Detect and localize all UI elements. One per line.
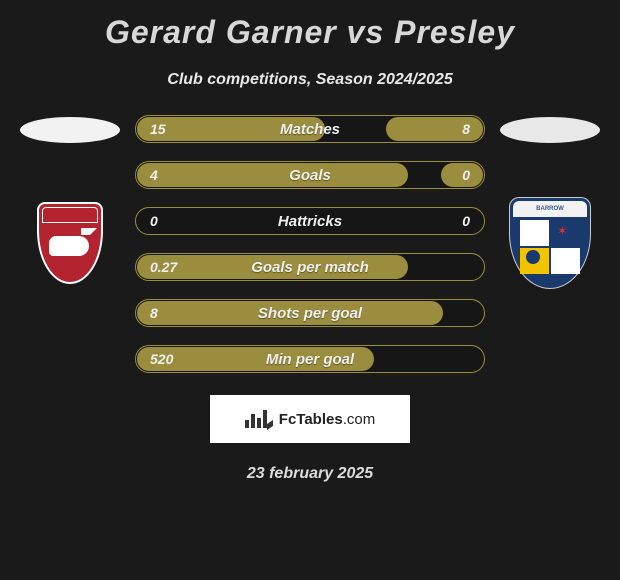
barrow-shield-icon: BARROW ✶ — [509, 197, 591, 289]
stat-label: Matches — [136, 116, 484, 142]
stat-row: Min per goal520 — [135, 345, 485, 373]
footer-brand-box[interactable]: FcTables.com — [210, 395, 410, 443]
stat-label: Min per goal — [136, 346, 484, 372]
stat-value-left: 0 — [150, 208, 158, 234]
left-player-photo-placeholder — [20, 117, 120, 143]
stat-label: Shots per goal — [136, 300, 484, 326]
comparison-layout: Matches158Goals40Hattricks00Goals per ma… — [15, 115, 605, 373]
stat-label: Goals per match — [136, 254, 484, 280]
morecambe-shield-icon — [37, 202, 103, 284]
stat-value-left: 0.27 — [150, 254, 177, 280]
stat-row: Goals per match0.27 — [135, 253, 485, 281]
stat-value-left: 4 — [150, 162, 158, 188]
stat-value-left: 15 — [150, 116, 166, 142]
stat-value-left: 520 — [150, 346, 173, 372]
stat-label: Hattricks — [136, 208, 484, 234]
left-player-column — [15, 115, 125, 289]
right-club-badge: BARROW ✶ — [504, 197, 596, 289]
stat-row: Matches15 8 — [135, 115, 485, 143]
stat-value-right: 0 — [462, 162, 470, 188]
stat-label: Goals — [136, 162, 484, 188]
comparison-card: Gerard Garner vs Presley Club competitio… — [0, 0, 620, 483]
stat-bars: Matches158Goals40Hattricks00Goals per ma… — [135, 115, 485, 373]
footer-brand-text: FcTables.com — [279, 411, 375, 428]
stat-value-left: 8 — [150, 300, 158, 326]
stat-value-right: 8 — [462, 116, 470, 142]
stat-row: Shots per goal8 — [135, 299, 485, 327]
stat-row: Hattricks0 0 — [135, 207, 485, 235]
stat-value-right: 0 — [462, 208, 470, 234]
right-player-photo-placeholder — [500, 117, 600, 143]
stat-row: Goals4 0 — [135, 161, 485, 189]
fctables-logo-icon — [245, 410, 273, 428]
right-player-column: BARROW ✶ — [495, 115, 605, 289]
page-title: Gerard Garner vs Presley — [15, 14, 605, 51]
comparison-date: 23 february 2025 — [15, 465, 605, 483]
left-club-badge — [24, 197, 116, 289]
subtitle: Club competitions, Season 2024/2025 — [15, 71, 605, 89]
